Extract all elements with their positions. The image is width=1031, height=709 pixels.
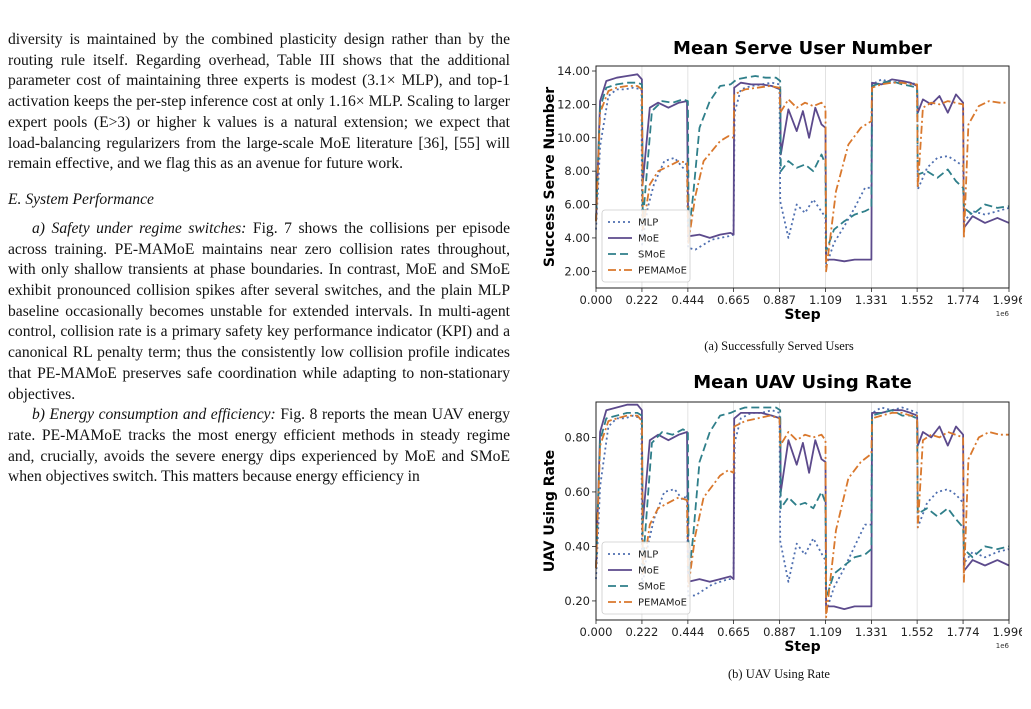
y-axis-label: UAV Using Rate — [542, 450, 558, 572]
legend-label: SMoE — [638, 250, 665, 261]
paragraph-energy-body: Fig. 8 reports the mean UAV energy rate.… — [8, 406, 510, 486]
legend-box — [601, 209, 691, 283]
text-column: diversity is maintained by the combined … — [8, 30, 510, 488]
caption-b: (b) UAV Using Rate — [728, 667, 830, 681]
legend-label: PEMAMoE — [638, 598, 687, 609]
plot-frame — [595, 401, 1010, 621]
caption-a: (a) Successfully Served Users — [704, 339, 854, 353]
section-heading: E. System Performance — [8, 190, 154, 208]
series-line-pemamoe — [595, 81, 1009, 273]
x-tick-label: 0.665 — [717, 293, 750, 307]
legend-label: MoE — [638, 234, 659, 245]
series-line-mlp — [595, 406, 1010, 613]
chart-serve-users: Mean Serve User Number 0.000 0.222 0.444 0.6… — [542, 38, 1022, 323]
chart-title: Mean UAV Using Rate — [693, 372, 912, 393]
series-line-pemamoe — [595, 412, 1009, 619]
x-tick-label: 1.996 — [993, 293, 1022, 307]
x-tick-label: 0.222 — [625, 625, 658, 639]
x-tick-label: 1.109 — [809, 293, 842, 307]
y-tick-label: 12.00 — [557, 97, 590, 111]
paragraph-safety: a) Safety under regime switches: Fig. 7 … — [8, 219, 510, 405]
paragraph-energy: b) Energy consumption and efficiency: Fi… — [8, 405, 510, 488]
x-tick-label: 0.000 — [580, 625, 613, 639]
x-tick-label: 0.444 — [671, 625, 704, 639]
series-line-moe — [595, 73, 1010, 263]
y-tick-label: 14.00 — [557, 64, 590, 78]
y-axis-label: Success Serve Number — [542, 87, 558, 267]
y-tick-label: 0.40 — [564, 539, 590, 553]
x-tick-label: 0.887 — [763, 625, 796, 639]
x-tick-label: 1.552 — [901, 293, 934, 307]
legend-label: MoE — [638, 566, 659, 577]
x-multiplier: 1e6 — [996, 310, 1010, 318]
y-tick-label: 0.80 — [564, 430, 590, 444]
x-tick-label: 1.774 — [947, 293, 980, 307]
paragraph-routing: diversity is maintained by the combined … — [8, 31, 510, 173]
x-axis-label: Step — [784, 639, 820, 655]
x-tick-label: 1.109 — [809, 625, 842, 639]
legend-label: MLP — [638, 550, 658, 561]
x-tick-label: 1.331 — [855, 625, 888, 639]
x-axis-label: Step — [784, 307, 820, 323]
y-tick-label: 0.60 — [564, 485, 590, 499]
x-tick-label: 0.887 — [763, 293, 796, 307]
figure-a: Mean Serve User Number 0.000 0.222 0.444 0.6… — [536, 30, 1022, 360]
legend-box — [601, 541, 691, 615]
x-tick-label: 0.665 — [717, 625, 750, 639]
y-tick-label: 8.00 — [564, 164, 590, 178]
chart-title: Mean Serve User Number — [673, 38, 932, 59]
x-tick-label: 1.774 — [947, 625, 980, 639]
run-in-heading-safety: a) Safety under regime switches: — [32, 219, 247, 237]
x-tick-label: 1.996 — [993, 625, 1022, 639]
chart-uav-using-rate: Mean UAV Using Rate 0.000 0.222 0.444 0.665 0… — [542, 372, 1022, 655]
legend-label: SMoE — [638, 582, 665, 593]
y-tick-label: 4.00 — [564, 231, 590, 245]
y-tick-label: 6.00 — [564, 198, 590, 212]
series-line-mlp — [595, 78, 1010, 268]
paragraph-safety-body: Fig. 7 shows the collisions per episode … — [8, 219, 510, 403]
legend-label: PEMAMoE — [638, 266, 687, 277]
y-tick-label: 10.00 — [557, 131, 590, 145]
x-tick-label: 1.331 — [855, 293, 888, 307]
plot-frame — [595, 65, 1010, 289]
figure-b: Mean UAV Using Rate 0.000 0.222 0.444 0.665 0… — [536, 364, 1022, 709]
series-line-smoe — [595, 75, 1010, 253]
run-in-heading-energy: b) Energy consumption and efficiency: — [32, 406, 276, 424]
x-tick-label: 0.444 — [671, 293, 704, 307]
x-multiplier: 1e6 — [996, 642, 1010, 650]
series-line-smoe — [595, 406, 1010, 600]
x-tick-label: 1.552 — [901, 625, 934, 639]
y-tick-label: 0.20 — [564, 594, 590, 608]
legend-label: MLP — [638, 218, 658, 229]
x-tick-label: 0.000 — [580, 293, 613, 307]
series-line-moe — [595, 403, 1010, 611]
y-tick-label: 2.00 — [564, 264, 590, 278]
x-tick-label: 0.222 — [625, 293, 658, 307]
